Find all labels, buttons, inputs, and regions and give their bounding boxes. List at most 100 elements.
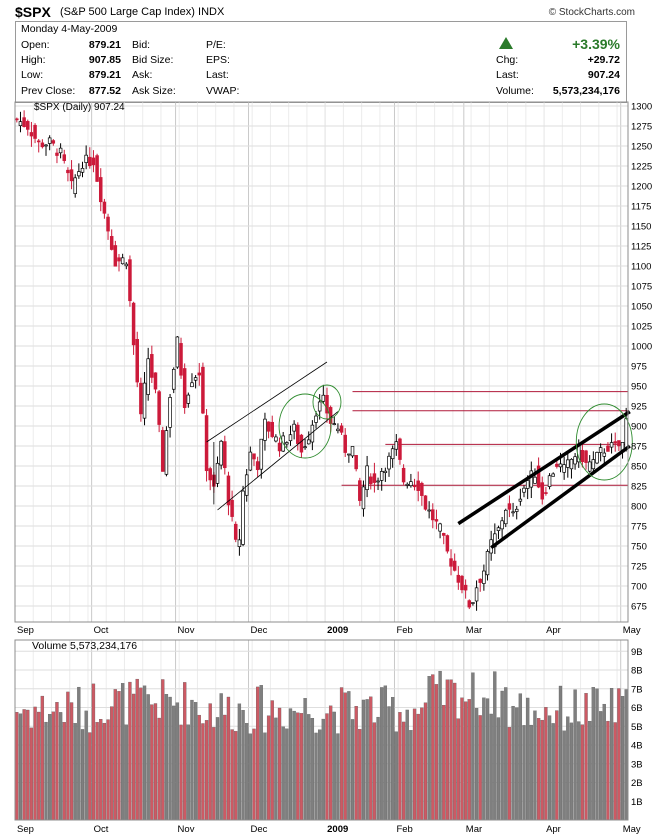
x-tick-label: Dec: [251, 625, 268, 636]
eps-label: EPS:: [206, 54, 230, 66]
up-arrow-icon: [499, 37, 513, 49]
volume-bar: [307, 714, 311, 821]
brand-label[interactable]: © StockCharts.com: [548, 7, 635, 18]
x-tick-label: May: [623, 625, 641, 636]
channel-line: [217, 411, 339, 511]
y-tick-label: 1300: [631, 102, 652, 113]
candle-body: [69, 169, 74, 182]
quote-panel: Monday 4-May-2009 Open: 879.21 High: 907…: [15, 21, 627, 103]
candle-body: [452, 560, 457, 571]
last-label: Last:: [496, 69, 519, 81]
volume-bar: [18, 713, 23, 821]
volume-bar: [453, 682, 457, 821]
candle-body: [573, 456, 577, 465]
volume-x-tick-label: Nov: [178, 824, 195, 835]
volume-bar: [328, 705, 333, 821]
candle-body: [606, 445, 610, 452]
candle-body: [595, 452, 599, 464]
volume-bar: [131, 693, 136, 821]
volume-x-tick-label: 2009: [327, 824, 348, 835]
volume-bar: [179, 724, 183, 821]
candle-body: [533, 476, 537, 484]
volume-bar: [533, 710, 537, 821]
wedge-trendline: [490, 444, 631, 550]
candle-body: [208, 468, 212, 481]
volume-tick-label: 1B: [631, 797, 643, 808]
candle-body: [58, 147, 63, 154]
candle-body: [598, 447, 603, 453]
volume-bar: [511, 705, 515, 821]
volume-x-tick-label: Sep: [17, 824, 34, 835]
candle-body: [609, 442, 614, 448]
volume-bar: [172, 705, 176, 821]
volume-bar: [120, 683, 125, 821]
candle-body: [33, 124, 37, 139]
volume-bar: [504, 687, 508, 821]
candle-body: [434, 519, 439, 522]
candle-body: [88, 156, 92, 167]
open-value: 879.21: [88, 39, 121, 51]
y-tick-label: 825: [631, 482, 647, 493]
candle-body: [234, 523, 238, 540]
candle-body: [109, 236, 114, 250]
volume-x-tick-label: Feb: [396, 824, 412, 835]
candle-body: [255, 461, 260, 471]
candle-body: [84, 154, 88, 163]
volume-bar: [175, 702, 180, 821]
candle-body: [321, 394, 326, 402]
candle-body: [259, 438, 264, 470]
candle-body: [376, 480, 380, 483]
candle-body: [237, 539, 242, 547]
volume-tick-label: 8B: [631, 666, 643, 677]
volume-bar: [540, 719, 544, 821]
candle-body: [412, 485, 417, 488]
y-tick-label: 675: [631, 602, 647, 613]
volume-x-tick-label: May: [623, 824, 641, 835]
y-tick-label: 900: [631, 422, 647, 433]
candle-body: [263, 418, 267, 441]
volume-bar: [398, 712, 402, 821]
volume-bar: [339, 687, 344, 821]
candle-body: [584, 450, 588, 463]
candle-body: [507, 503, 512, 510]
volume-bar: [296, 712, 300, 821]
candle-body: [536, 465, 541, 488]
volume-bar: [463, 701, 468, 821]
candle-body: [343, 434, 347, 453]
price-panel-frame: [14, 101, 629, 623]
volume-bar: [219, 693, 223, 821]
y-tick-label: 1175: [631, 202, 651, 213]
volume-bars: [15, 670, 628, 821]
candle-body: [617, 440, 621, 447]
volume-bar: [584, 693, 588, 821]
candle-body: [431, 509, 435, 521]
candle-body: [175, 336, 180, 368]
candle-body: [423, 495, 428, 510]
candle-body: [569, 458, 574, 470]
candle-body: [215, 462, 220, 484]
candle-body: [223, 441, 227, 469]
price-legend: $SPX (Daily) 907.24: [34, 102, 125, 113]
candle-body: [40, 142, 45, 148]
candle-body: [18, 121, 23, 127]
candle-body: [113, 245, 118, 267]
chart-header: $SPX (S&P 500 Large Cap Index) INDX © St…: [15, 4, 635, 20]
volume-bar: [80, 729, 85, 821]
candle-body: [66, 169, 70, 174]
volume-bar: [474, 708, 479, 821]
candle-body: [387, 455, 391, 470]
volume-bar: [412, 708, 417, 821]
highlight-circle: [575, 403, 633, 481]
candle-body: [613, 441, 617, 444]
candle-body: [124, 263, 129, 267]
volume-bar: [609, 688, 614, 821]
volume-bar: [518, 693, 523, 821]
candle-body: [161, 430, 165, 472]
volume-bar: [241, 710, 245, 821]
candle-body: [504, 509, 508, 525]
x-tick-label: Nov: [178, 625, 195, 636]
candle-body: [361, 486, 366, 510]
volume-value: 5,573,234,176: [552, 85, 620, 97]
y-tick-label: 875: [631, 442, 647, 453]
volume-bar: [569, 722, 574, 821]
